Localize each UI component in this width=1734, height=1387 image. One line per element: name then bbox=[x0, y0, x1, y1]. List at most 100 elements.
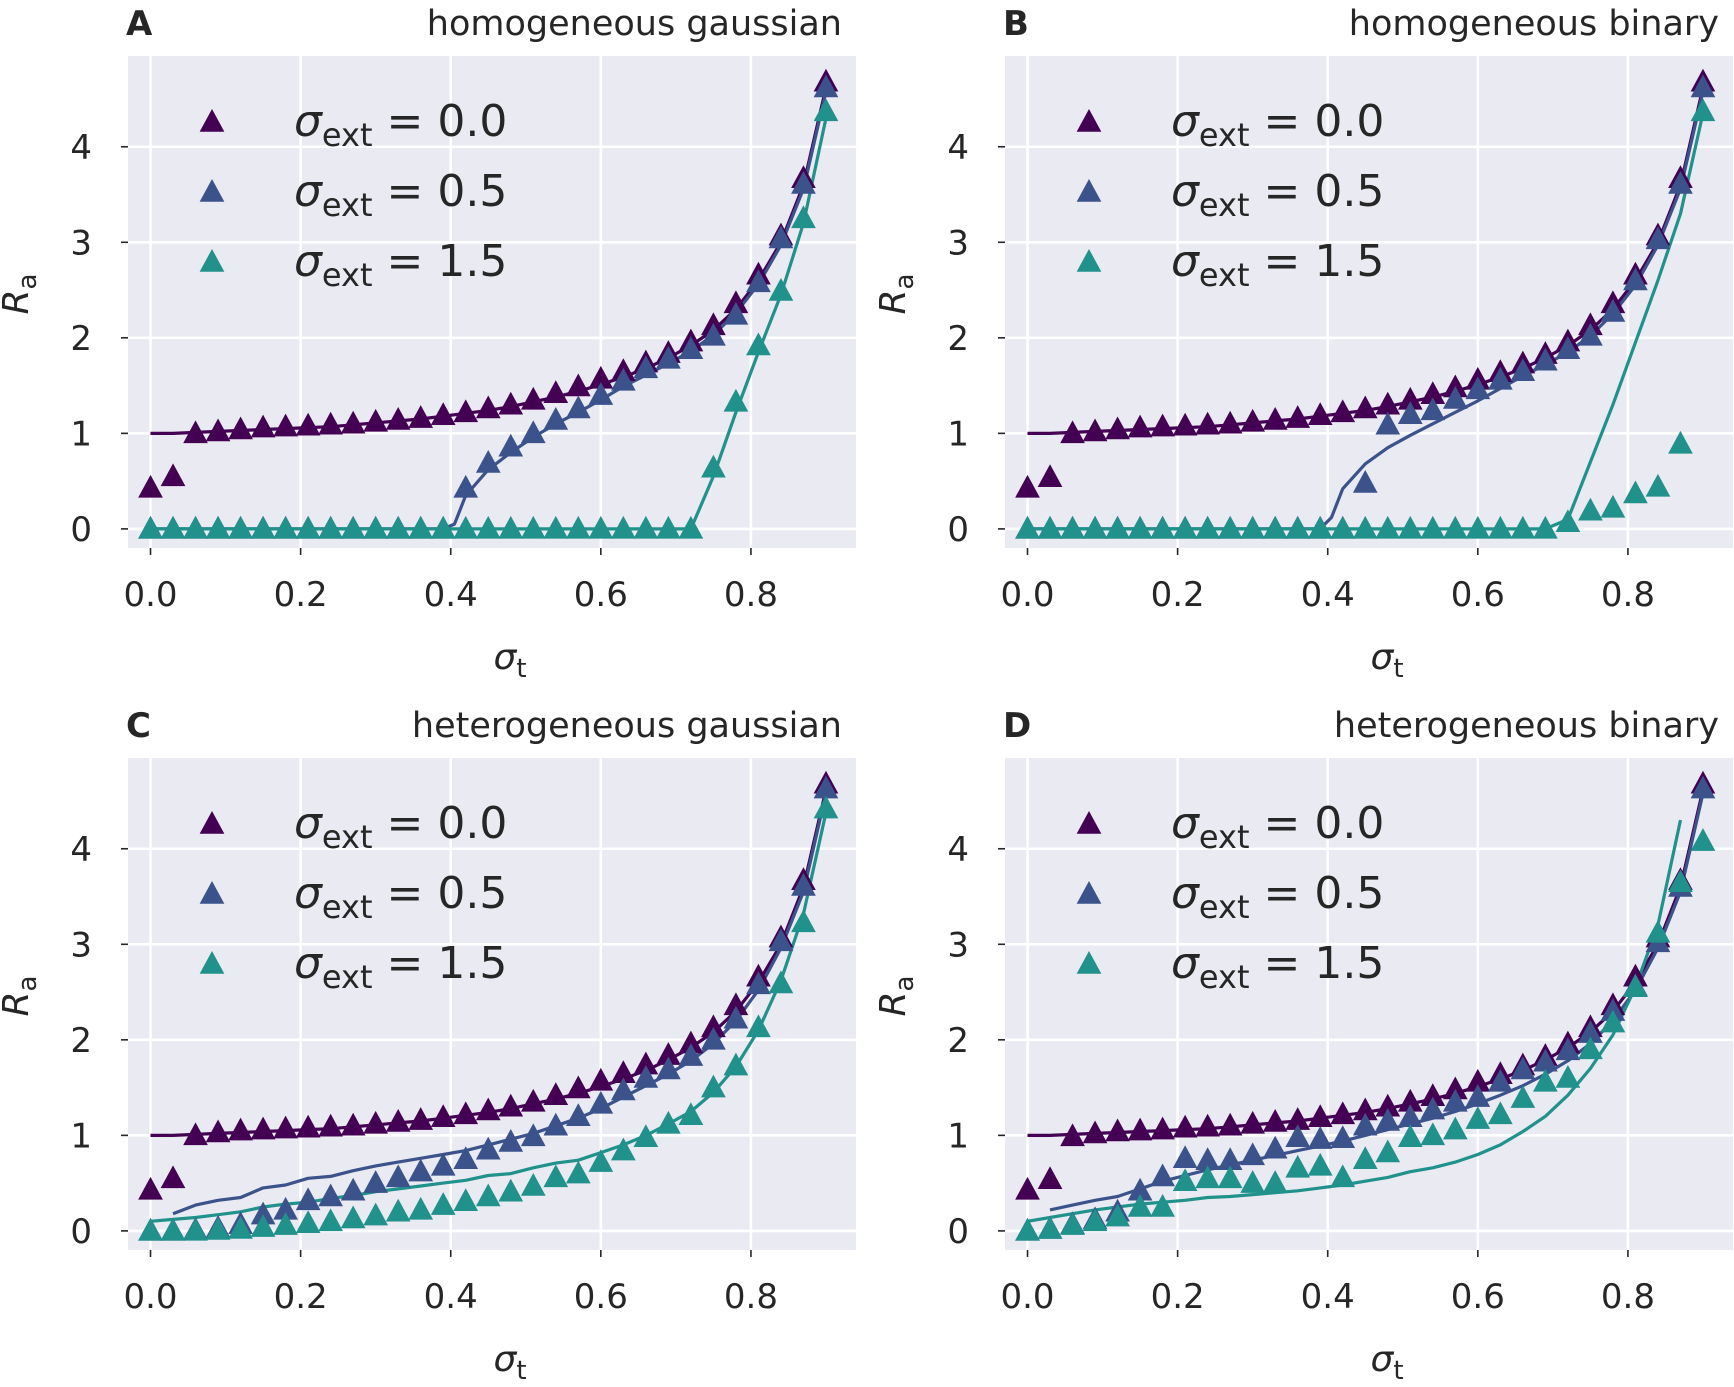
data-marker bbox=[588, 365, 614, 389]
x-tick-label: 0.6 bbox=[1451, 1277, 1505, 1317]
panel-letter: B bbox=[1003, 4, 1029, 44]
data-marker bbox=[1150, 1194, 1175, 1217]
data-marker bbox=[273, 1115, 298, 1139]
y-tick-label: 4 bbox=[70, 830, 92, 870]
legend-marker bbox=[1076, 249, 1102, 272]
data-marker bbox=[633, 1051, 659, 1075]
y-tick-label: 3 bbox=[70, 925, 92, 965]
data-marker bbox=[1420, 397, 1446, 421]
data-marker bbox=[1307, 1126, 1333, 1149]
data-marker bbox=[1172, 1168, 1198, 1191]
legend-sub: ext bbox=[322, 818, 373, 856]
data-marker bbox=[1015, 474, 1040, 498]
x-axis-label-sub: t bbox=[1393, 1356, 1403, 1386]
data-marker bbox=[565, 373, 591, 397]
data-marker bbox=[363, 515, 389, 539]
data-marker bbox=[295, 412, 321, 436]
data-marker bbox=[1623, 480, 1648, 504]
data-marker bbox=[1578, 1036, 1603, 1060]
data-marker bbox=[1465, 1084, 1491, 1107]
y-tick-label: 0 bbox=[70, 1212, 92, 1252]
data-marker bbox=[746, 1014, 771, 1038]
data-marker bbox=[1217, 1112, 1243, 1136]
data-marker bbox=[813, 795, 839, 819]
legend-sigma: σ bbox=[1171, 236, 1200, 287]
y-tick-label: 0 bbox=[947, 1212, 969, 1252]
x-tick-label: 0.2 bbox=[1151, 575, 1205, 615]
data-marker bbox=[1465, 376, 1491, 400]
panel-title: homogeneous binary bbox=[1349, 4, 1719, 44]
data-marker bbox=[1510, 1085, 1536, 1108]
legend-value: = 0.0 bbox=[373, 96, 508, 147]
data-marker bbox=[1060, 1212, 1085, 1235]
data-marker bbox=[430, 1152, 456, 1176]
data-marker bbox=[1285, 1154, 1311, 1178]
legend-sub: ext bbox=[1199, 116, 1250, 154]
data-marker bbox=[1578, 322, 1603, 346]
data-marker bbox=[1060, 1123, 1085, 1147]
data-marker bbox=[475, 1183, 501, 1207]
legend-sigma: σ bbox=[1171, 96, 1200, 147]
data-marker bbox=[1623, 267, 1648, 291]
data-marker bbox=[1172, 1114, 1198, 1138]
data-marker bbox=[1555, 509, 1581, 532]
data-marker bbox=[408, 1196, 434, 1220]
legend-value: = 0.5 bbox=[373, 868, 508, 919]
data-marker bbox=[295, 515, 321, 539]
data-marker bbox=[1375, 391, 1401, 415]
data-marker bbox=[1578, 1020, 1603, 1043]
y-tick-label: 0 bbox=[947, 510, 969, 550]
y-tick-label: 1 bbox=[947, 1116, 969, 1156]
data-marker bbox=[1285, 1107, 1311, 1130]
data-marker bbox=[385, 406, 411, 430]
data-marker bbox=[1397, 386, 1423, 410]
data-marker bbox=[1105, 515, 1130, 539]
data-marker bbox=[588, 515, 614, 539]
data-marker bbox=[1127, 1117, 1153, 1141]
data-marker bbox=[1420, 1083, 1446, 1106]
data-marker bbox=[1645, 473, 1671, 497]
data-marker bbox=[363, 1110, 389, 1134]
data-marker bbox=[520, 1172, 546, 1196]
data-marker bbox=[138, 515, 163, 539]
data-marker bbox=[1015, 1217, 1040, 1241]
data-marker bbox=[1285, 515, 1311, 539]
y-tick-label: 4 bbox=[947, 128, 969, 168]
data-marker bbox=[1352, 515, 1378, 539]
legend-sigma: σ bbox=[294, 798, 323, 849]
data-marker bbox=[1082, 1208, 1108, 1232]
legend-marker bbox=[199, 179, 225, 202]
data-marker bbox=[701, 1014, 726, 1038]
legend-value: = 1.5 bbox=[373, 938, 508, 989]
data-marker bbox=[746, 332, 771, 356]
data-marker bbox=[340, 1177, 366, 1201]
data-marker bbox=[1240, 1142, 1266, 1166]
x-tick-label: 0.4 bbox=[1301, 1277, 1355, 1317]
data-marker bbox=[363, 408, 389, 432]
data-marker bbox=[408, 515, 434, 539]
data-marker bbox=[1690, 828, 1716, 851]
x-tick-label: 0.0 bbox=[123, 1277, 177, 1317]
data-marker bbox=[295, 1114, 321, 1138]
data-marker bbox=[1668, 171, 1693, 194]
data-marker bbox=[1442, 515, 1468, 539]
data-marker bbox=[1127, 1177, 1153, 1201]
data-marker bbox=[1060, 420, 1085, 444]
x-axis-label-sub: t bbox=[516, 1356, 526, 1386]
data-marker bbox=[543, 1164, 569, 1188]
panel-letter: A bbox=[126, 4, 153, 44]
legend-sigma: σ bbox=[294, 166, 323, 217]
data-marker bbox=[543, 1112, 569, 1136]
data-marker bbox=[1285, 405, 1311, 428]
data-marker bbox=[1105, 416, 1130, 440]
data-marker bbox=[723, 992, 749, 1016]
x-tick-label: 0.0 bbox=[1000, 1277, 1054, 1317]
data-marker bbox=[430, 515, 456, 539]
data-marker bbox=[183, 420, 208, 444]
data-marker bbox=[475, 1097, 501, 1121]
data-marker bbox=[430, 1104, 456, 1127]
data-marker bbox=[250, 414, 276, 438]
x-tick-label: 0.4 bbox=[424, 1277, 478, 1317]
y-tick-label: 2 bbox=[70, 1021, 92, 1061]
y-tick-label: 1 bbox=[70, 1116, 92, 1156]
